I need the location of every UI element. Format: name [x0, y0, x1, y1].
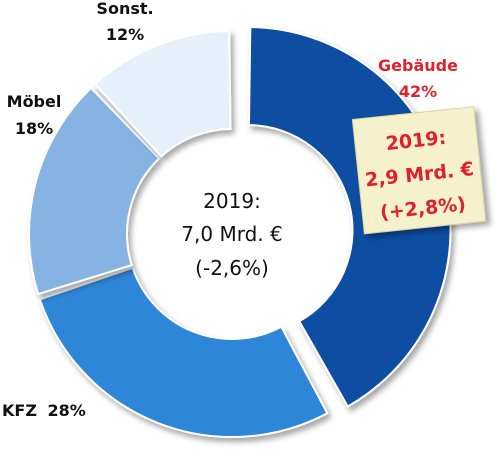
- slice-kfz: [38, 266, 329, 438]
- slice-sonst: [93, 30, 232, 158]
- center-line-3: (-2,6%): [195, 256, 269, 280]
- slice-label-sonst-name: Sonst.: [96, 0, 153, 18]
- slice-label-moebel-value: 18%: [15, 119, 53, 138]
- slice-label-kfz: KFZ 28%: [2, 401, 86, 420]
- callout-background: [351, 106, 487, 235]
- center-line-2: 7,0 Mrd. €: [181, 222, 282, 246]
- slice-label-moebel-name: Möbel: [7, 92, 62, 111]
- slice-label-gebaeude-name: Gebäude: [378, 56, 458, 75]
- slice-label-gebaeude-value: 42%: [399, 82, 437, 101]
- slice-label-kfz-value: 28%: [48, 401, 86, 420]
- slice-label-kfz-name: KFZ: [2, 401, 37, 420]
- center-line-1: 2019:: [203, 189, 261, 213]
- slice-label-sonst-value: 12%: [106, 25, 144, 44]
- callout-note: 2019: 2,9 Mrd. € (+2,8%): [351, 106, 487, 235]
- slice-m-bel: [28, 86, 161, 296]
